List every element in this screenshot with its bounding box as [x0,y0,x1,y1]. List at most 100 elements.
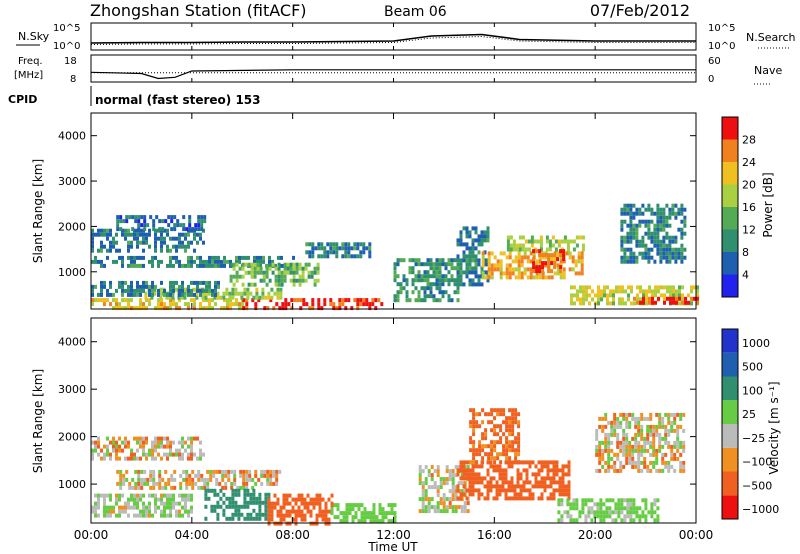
heatmap-cell [610,428,614,433]
heatmap-cell [201,295,205,300]
heatmap-cell [151,255,154,260]
heatmap-cell [604,424,608,429]
heatmap-cell [597,289,600,294]
heatmap-cell [644,207,648,212]
heatmap-cell [619,448,623,453]
heatmap-cell [493,432,497,437]
heatmap-cell [275,481,279,486]
heatmap-cell [537,484,541,489]
heatmap-cell [635,259,639,264]
heatmap-cell [279,521,283,526]
xtick-label: 16:00 [477,528,512,542]
heatmap-cell [612,301,615,306]
heatmap-cell [472,460,476,465]
heatmap-cell [225,504,229,509]
heatmap-cell [207,496,211,501]
heatmap-cell [656,215,660,220]
heatmap-cell [237,508,241,513]
heatmap-cell [671,211,675,216]
heatmap-cell [635,506,639,511]
heatmap-cell [550,253,554,258]
heatmap-cell [213,295,217,300]
heatmap-cell [182,215,186,220]
heatmap-cell [570,301,573,306]
heatmap-cell [91,244,94,249]
heatmap-cell [537,480,541,485]
heatmap-cell [484,428,488,433]
heatmap-cell [626,510,630,515]
heatmap-cell [662,239,666,244]
heatmap-cell [286,270,290,275]
heatmap-cell [508,428,512,433]
heatmap-cell [314,246,318,251]
heatmap-cell [181,284,184,289]
ytick-label: 1000 [58,478,86,491]
heatmap-cell [396,294,400,299]
heatmap-cell [136,436,139,441]
heatmap-cell [208,259,211,264]
heatmap-cell [169,509,172,514]
heatmap-cell [604,416,608,421]
heatmap-cell [561,468,565,473]
heatmap-cell [557,518,561,523]
heatmap-cell [243,492,247,497]
heatmap-cell [441,282,445,287]
heatmap-cell [520,255,524,260]
heatmap-cell [136,288,139,293]
heatmap-cell [316,266,320,271]
heatmap-cell [234,508,238,513]
heatmap-cell [471,492,475,497]
heatmap-cell [478,444,482,449]
heatmap-cell [516,468,520,473]
heatmap-cell [652,464,656,469]
heatmap-cell [595,468,599,473]
heatmap-cell [598,452,602,457]
heatmap-cell [630,289,633,294]
heatmap-cell [493,444,497,449]
heatmap-cell [204,492,208,497]
heatmap-cell [472,424,476,429]
heatmap-cell [541,261,545,266]
heatmap-cell [365,246,369,251]
heatmap-cell [130,292,133,297]
heatmap-cell [148,284,151,289]
heatmap-cell [510,460,514,465]
heatmap-cell [327,497,331,502]
heatmap-cell [335,250,339,255]
heatmap-cell [276,521,280,526]
heatmap-cell [453,258,457,263]
heatmap-cell [471,254,475,259]
heatmap-cell [148,259,151,264]
heatmap-cell [462,464,466,469]
heatmap-cell [498,468,502,473]
heatmap-cell [344,306,348,311]
heatmap-cell [597,285,600,290]
heatmap-cell [514,259,518,264]
heatmap-cell [184,232,187,237]
heatmap-cell [442,505,446,510]
heatmap-cell [621,285,624,290]
heatmap-cell [417,258,421,263]
heatmap-cell [292,255,295,260]
heatmap-cell [320,306,324,311]
heatmap-cell [466,465,470,470]
heatmap-cell [581,235,585,240]
heatmap-cell [262,278,266,283]
heatmap-cell [235,255,238,260]
heatmap-cell [459,234,463,239]
heatmap-cell [629,502,633,507]
heatmap-cell [216,295,220,300]
heatmap-cell [670,428,674,433]
heatmap-cell [276,287,280,292]
heatmap-cell [656,247,660,252]
heatmap-cell [100,263,103,268]
heatmap-cell [154,284,157,289]
heatmap-cell [468,472,472,477]
heatmap-cell [657,296,660,301]
heatmap-cell [521,247,525,252]
colorbar-segment [722,329,738,353]
heatmap-cell [504,468,508,473]
heatmap-cell [599,502,603,507]
heatmap-cell [528,492,532,497]
heatmap-cell [296,298,300,303]
